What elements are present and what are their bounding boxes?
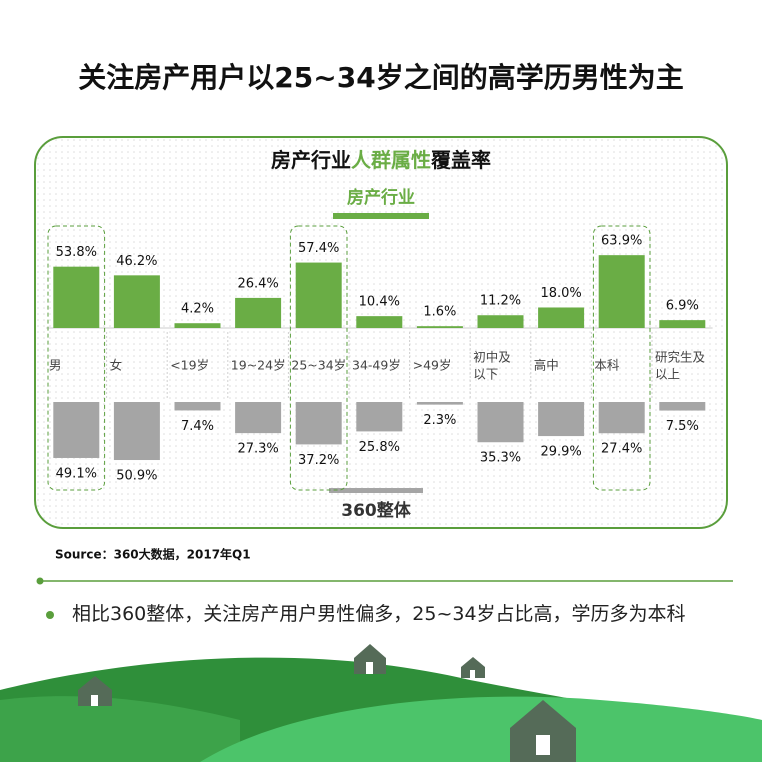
bar	[295, 402, 342, 445]
legend-swatch	[329, 488, 423, 493]
data-label: 1.6%	[423, 305, 456, 320]
x-tick-label: 高中	[534, 358, 559, 373]
bar	[416, 326, 463, 328]
bar	[477, 315, 524, 328]
bar	[416, 402, 463, 405]
bar	[538, 402, 585, 437]
bar	[235, 297, 282, 328]
data-label: 50.9%	[116, 469, 157, 484]
bullet-dot	[46, 611, 54, 619]
data-label: 10.4%	[359, 295, 400, 310]
x-tick-label: 研究生及	[655, 350, 706, 365]
data-label: 46.2%	[116, 254, 157, 269]
x-tick-label: 男	[49, 358, 62, 373]
bar	[598, 255, 645, 328]
data-label: 11.2%	[480, 294, 521, 309]
data-label: 29.9%	[540, 445, 581, 460]
chart-title-accent: 人群属性	[351, 148, 431, 172]
data-label: 4.2%	[181, 302, 214, 317]
bar	[53, 402, 100, 458]
hill	[0, 696, 240, 762]
chart-title-part: 房产行业	[271, 148, 351, 172]
hill	[200, 696, 762, 762]
bar	[295, 262, 342, 328]
x-tick-label: 25~34岁	[291, 358, 346, 373]
bullet-text: 相比360整体，关注房产用户男性偏多，25~34岁占比高，学历多为本科	[72, 603, 686, 625]
data-label: 7.4%	[181, 419, 214, 434]
x-tick-label: <19岁	[170, 358, 209, 373]
x-tick-label: 初中及	[473, 350, 511, 365]
x-tick-label: 34-49岁	[352, 358, 401, 373]
data-label: 2.3%	[423, 413, 456, 428]
page-title: 关注房产用户以25~34岁之间的高学历男性为主	[78, 61, 683, 94]
x-tick-label: 19~24岁	[231, 358, 286, 373]
bar	[477, 402, 524, 443]
data-label: 37.2%	[298, 453, 339, 468]
highlight-box	[592, 225, 651, 491]
legend-label: 360整体	[341, 500, 411, 521]
houses	[78, 644, 576, 762]
divider-dot	[36, 577, 44, 585]
bar	[113, 402, 160, 461]
bar	[53, 266, 100, 328]
x-tick-label: >49岁	[413, 358, 452, 373]
data-label: 49.1%	[56, 466, 97, 481]
data-label: 27.4%	[601, 442, 642, 457]
data-label: 53.8%	[56, 245, 97, 260]
bar	[598, 402, 645, 434]
data-label: 25.8%	[359, 440, 400, 455]
x-tick-label: 以上	[655, 367, 680, 382]
x-tick-label: 以下	[473, 367, 498, 382]
bar	[538, 307, 585, 328]
data-label: 7.5%	[666, 419, 699, 434]
bar	[356, 316, 403, 328]
data-label: 26.4%	[237, 276, 278, 291]
highlight-box	[47, 225, 106, 491]
bar	[174, 402, 221, 411]
bar	[113, 275, 160, 328]
data-label: 35.3%	[480, 451, 521, 466]
data-label: 63.9%	[601, 234, 642, 249]
bar	[174, 323, 221, 328]
bar	[356, 402, 403, 432]
legend-swatch	[333, 213, 429, 219]
highlight-box	[289, 225, 348, 491]
bar	[659, 320, 706, 328]
data-label: 18.0%	[540, 286, 581, 301]
bar	[659, 402, 706, 411]
data-label: 27.3%	[237, 442, 278, 457]
chart-title-part: 覆盖率	[430, 148, 491, 172]
data-label: 6.9%	[666, 299, 699, 314]
x-tick-label: 本科	[594, 358, 620, 373]
data-label: 57.4%	[298, 241, 339, 256]
legend-label: 房产行业	[347, 187, 415, 208]
x-tick-label: 女	[110, 358, 123, 373]
chart-title: 房产行业人群属性覆盖率	[271, 148, 491, 172]
bar	[235, 402, 282, 434]
source: Source：360大数据，2017年Q1	[55, 547, 251, 562]
